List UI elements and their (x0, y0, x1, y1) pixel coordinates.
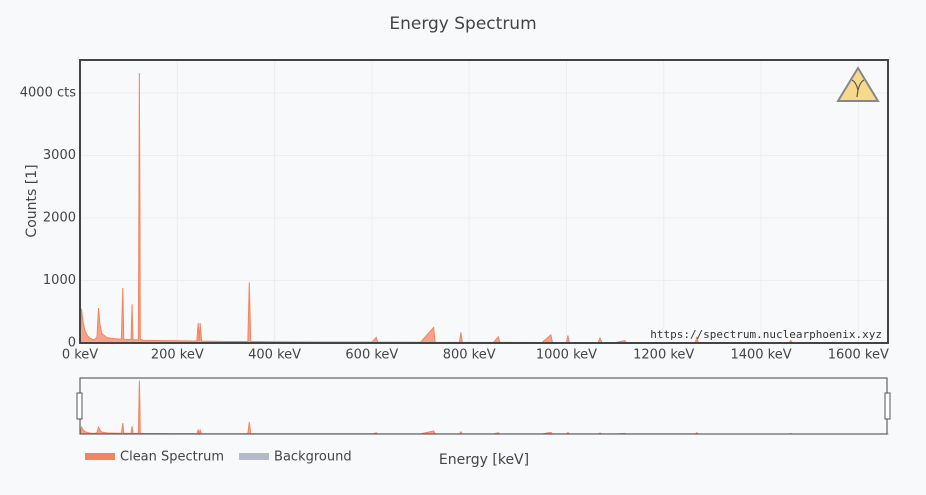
y-tick-label: 4000 cts (20, 86, 76, 101)
slider-handle[interactable] (76, 392, 83, 420)
y-tick-label: 0 (68, 336, 76, 351)
slider-area (79, 380, 889, 436)
spectrum-area (79, 72, 889, 344)
x-tick-label: 0 keV (62, 348, 98, 363)
legend-label: Clean Spectrum (120, 450, 224, 465)
x-tick-label: 600 keV (345, 348, 398, 363)
x-tick-label: 800 keV (443, 348, 496, 363)
watermark: https://spectrum.nuclearphoenix.xyz (650, 328, 882, 341)
legend-swatch (239, 453, 270, 460)
range-slider[interactable] (79, 377, 888, 435)
x-tick-label: 1400 keV (730, 348, 791, 363)
legend-label: Background (274, 450, 352, 465)
y-axis-title: Counts [1] (24, 164, 40, 237)
x-tick-label: 1000 keV (536, 348, 597, 363)
chart-title: Energy Spectrum (389, 14, 536, 34)
y-tick-label: 2000 (43, 211, 76, 226)
x-tick-label: 200 keV (151, 348, 204, 363)
slider-handle[interactable] (884, 392, 891, 420)
x-tick-label: 1600 keV (828, 348, 889, 363)
plot-frame (79, 59, 889, 344)
x-tick-label: 400 keV (248, 348, 301, 363)
gamma-icon (836, 66, 880, 102)
y-tick-label: 1000 (43, 273, 76, 288)
x-axis-title: Energy [keV] (439, 452, 529, 468)
x-tick-label: 1200 keV (633, 348, 694, 363)
legend-swatch (85, 453, 115, 460)
y-tick-label: 3000 (43, 148, 76, 163)
